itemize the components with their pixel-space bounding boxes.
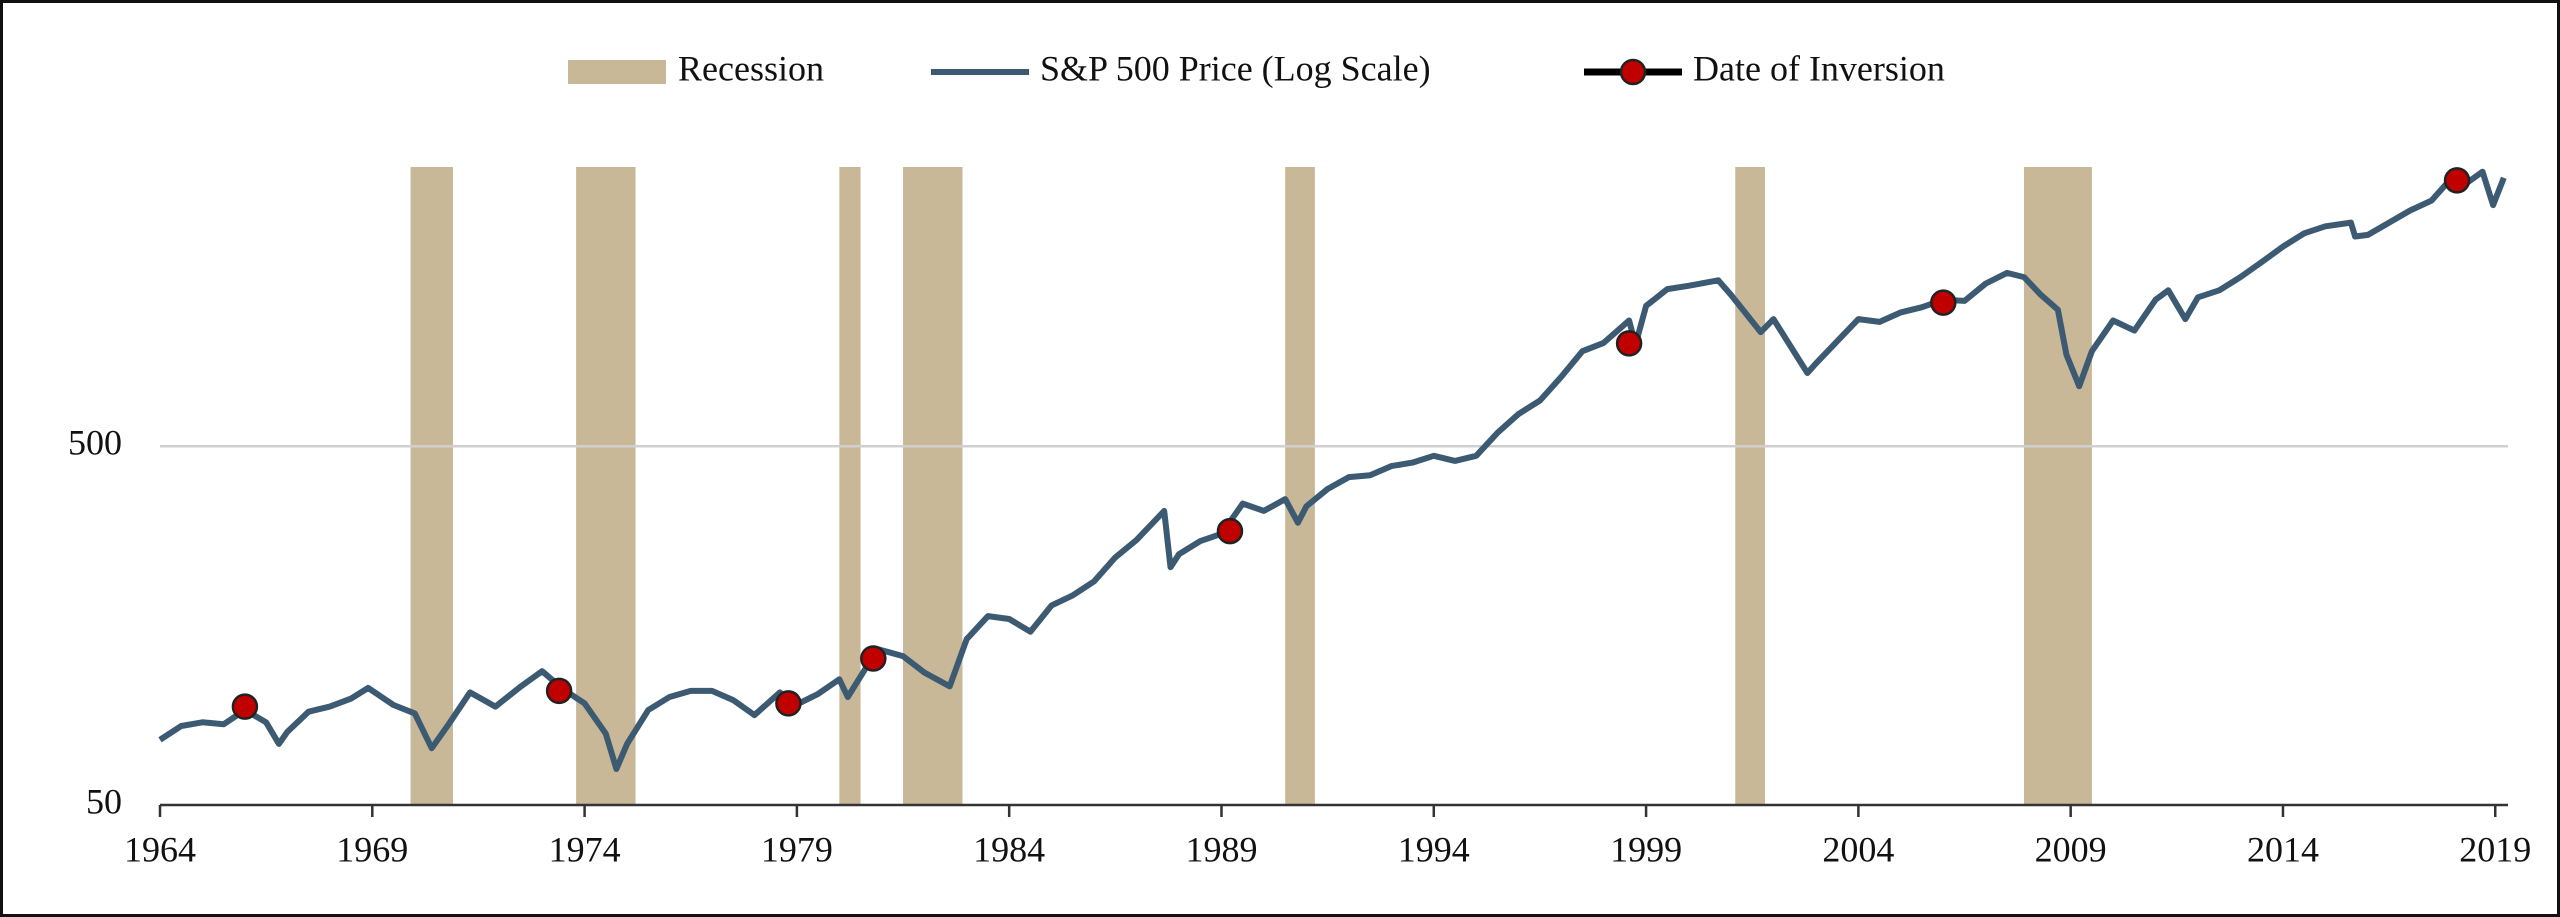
legend: Recession S&P 500 Price (Log Scale) Date… xyxy=(568,48,1945,88)
inversion-marker xyxy=(1216,517,1244,545)
legend-swatch xyxy=(1619,58,1647,86)
recession-bar xyxy=(839,167,861,805)
recession-bar xyxy=(1735,167,1765,805)
recession-bar xyxy=(903,167,963,805)
x-tick-label: 1979 xyxy=(761,829,833,869)
x-tick-label: 2019 xyxy=(2459,829,2531,869)
x-tick-label: 1984 xyxy=(973,829,1045,869)
recession-bar xyxy=(576,167,636,805)
inversion-marker xyxy=(860,645,887,672)
legend-label: S&P 500 Price (Log Scale) xyxy=(1040,48,1431,88)
price-line xyxy=(158,168,2507,772)
x-tick-label: 2004 xyxy=(1822,829,1894,869)
x-tick-label: 1969 xyxy=(336,829,408,869)
legend-label: Recession xyxy=(678,48,824,88)
inversion-marker xyxy=(1615,330,1643,357)
y-tick-label: 50 xyxy=(86,781,122,821)
recession-bar xyxy=(2023,167,2092,805)
x-tick-label: 1999 xyxy=(1610,829,1682,869)
inversion-marker xyxy=(775,690,802,717)
x-tick-label: 1974 xyxy=(549,829,621,869)
inversion-marker xyxy=(545,677,573,705)
inversion-marker xyxy=(1930,289,1957,316)
inversion-marker xyxy=(2443,167,2471,194)
recession-bar xyxy=(1285,167,1315,805)
legend-label: Date of Inversion xyxy=(1693,48,1945,88)
y-tick-label: 500 xyxy=(68,422,122,462)
legend-swatch xyxy=(568,60,666,84)
x-tick-label: 1964 xyxy=(124,829,196,869)
x-tick-label: 1989 xyxy=(1185,829,1257,869)
recession-bar xyxy=(410,167,453,805)
x-tick-label: 1994 xyxy=(1398,829,1470,869)
inversion-marker xyxy=(231,693,259,720)
x-tick-label: 2014 xyxy=(2247,829,2319,869)
x-tick-label: 2009 xyxy=(2035,829,2107,869)
